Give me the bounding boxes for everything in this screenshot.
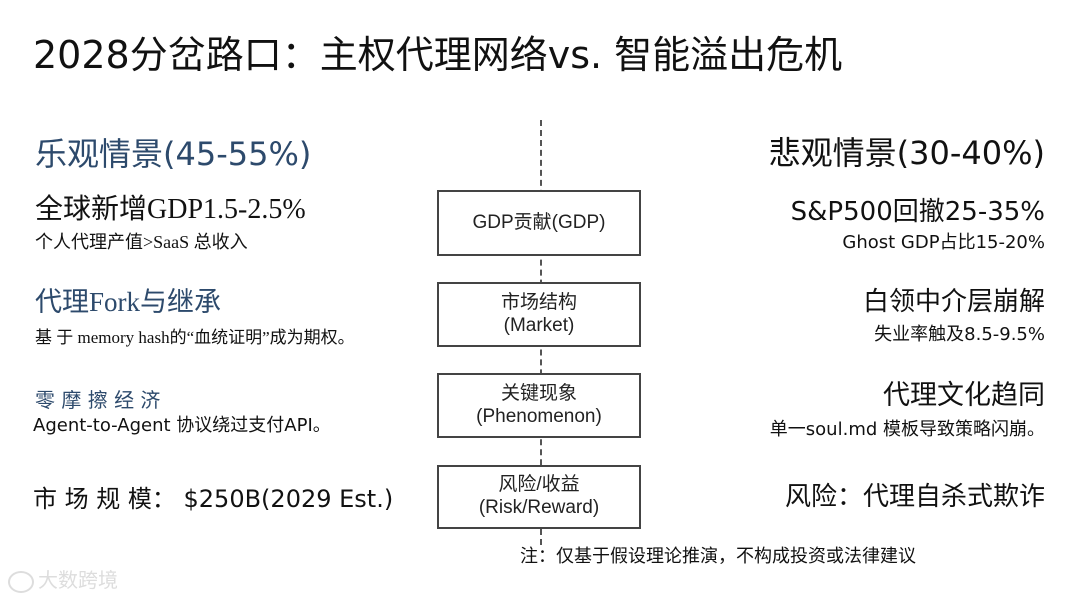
optimistic-item-2-main: 代理Fork与继承 bbox=[35, 287, 222, 317]
pessimistic-item-4-main: 风险：代理自杀式欺诈 bbox=[784, 482, 1045, 512]
category-box-gdp: GDP贡献(GDP) bbox=[437, 190, 641, 256]
category-label: 关键现象 bbox=[500, 382, 577, 404]
category-box-market: 市场结构 (Market) bbox=[437, 282, 641, 347]
pessimistic-item-1-main: S&P500回撤25-35% bbox=[790, 197, 1045, 227]
pessimistic-item-1-sub: Ghost GDP占比15-20% bbox=[842, 232, 1045, 253]
optimistic-item-1-main: 全球新增GDP1.5-2.5% bbox=[35, 194, 306, 225]
optimistic-item-2-sub: 基 于 memory hash的“血统证明”成为期权。 bbox=[35, 328, 355, 347]
disclaimer-note: 注：仅基于假设理论推演，不构成投资或法律建议 bbox=[520, 546, 916, 567]
pessimistic-heading: 悲观情景(30-40%) bbox=[768, 134, 1045, 172]
optimistic-item-3-main: 零 摩 擦 经 济 bbox=[35, 388, 161, 412]
optimistic-item-1-sub: 个人代理产值>SaaS 总收入 bbox=[35, 232, 248, 252]
watermark: 大数跨境 bbox=[8, 570, 118, 593]
pessimistic-item-3-sub: 单一soul.md 模板导致策略闪崩。 bbox=[769, 419, 1045, 440]
optimistic-item-4-main: 市 场 规 模： $250B(2029 Est.) bbox=[33, 485, 394, 513]
category-box-risk: 风险/收益 (Risk/Reward) bbox=[437, 465, 641, 529]
slide-title: 2028分岔路口：主权代理网络vs. 智能溢出危机 bbox=[33, 33, 843, 77]
category-label: 市场结构 bbox=[500, 291, 577, 313]
optimistic-item-3-sub: Agent-to-Agent 协议绕过支付API。 bbox=[33, 415, 331, 436]
watermark-logo-icon bbox=[8, 570, 34, 593]
pessimistic-item-3-main: 代理文化趋同 bbox=[883, 380, 1045, 411]
category-label-en: (Phenomenon) bbox=[476, 405, 602, 427]
category-label-en: (Risk/Reward) bbox=[478, 497, 600, 518]
category-label: GDP贡献(GDP) bbox=[472, 211, 606, 233]
category-label-en: (Market) bbox=[503, 314, 575, 336]
pessimistic-item-2-sub: 失业率触及8.5-9.5% bbox=[874, 324, 1045, 345]
category-box-phenomenon: 关键现象 (Phenomenon) bbox=[437, 373, 641, 438]
pessimistic-item-2-main: 白领中介层崩解 bbox=[862, 287, 1045, 317]
optimistic-heading: 乐观情景(45-55%) bbox=[35, 135, 312, 173]
watermark-text: 大数跨境 bbox=[38, 568, 118, 592]
category-label: 风险/收益 bbox=[498, 474, 580, 496]
